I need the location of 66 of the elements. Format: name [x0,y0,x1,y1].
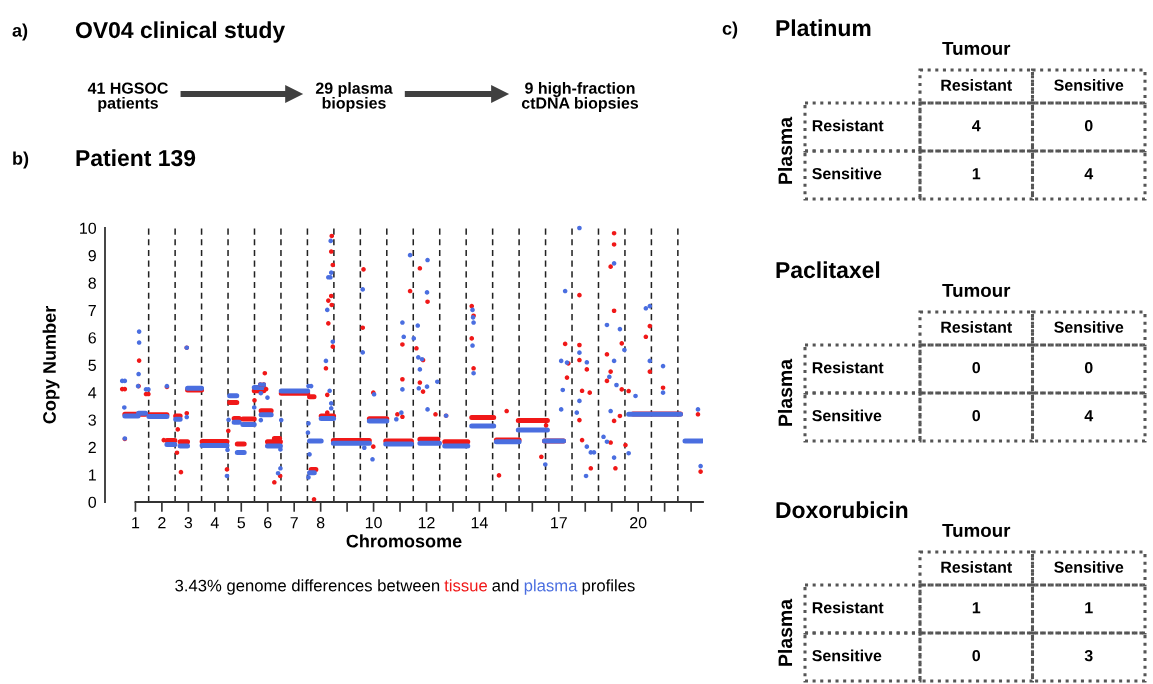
x-axis-title: Tumour [942,283,1011,298]
data-label: 0 [1084,361,1093,374]
y-tick-label: Resistant [812,361,884,374]
y-tick-label: 3 [88,414,96,426]
y-tick-label: 0 [88,496,97,508]
chart-title: Paclitaxel [776,261,880,279]
text: c) [722,21,738,39]
x-tick-label: 7 [290,517,298,529]
y-tick-label: 4 [88,387,97,399]
y-axis-title: Copy Number [42,306,60,424]
y-tick-label: 10 [80,222,97,234]
text: 41 HGSOC patients [87,82,168,112]
x-tick-label: 17 [551,517,567,529]
y-tick-label: Resistant [812,119,884,132]
x-axis-title: Chromosome [346,534,462,548]
data-label: 0 [972,649,981,662]
data-label: 0 [1084,119,1093,132]
y-tick-label: 5 [88,359,96,371]
data-label: 0 [972,361,981,374]
data-label: 0 [972,409,981,422]
x-tick-label: 5 [237,517,246,529]
text: plasma [524,579,578,595]
text: profiles [582,579,635,595]
x-tick-label: 3 [184,517,193,529]
text: tissue [444,579,487,592]
data-label: 1 [1085,602,1093,614]
text: 29 plasma biopsies [315,82,393,112]
text: b) [13,151,29,169]
text: OV04 clinical study [75,21,286,43]
text: 3.43% genome differences between [175,579,440,595]
y-tick-label: 6 [88,332,96,344]
x-tick-label: 20 [630,517,647,529]
data-label: 4 [1084,168,1094,180]
x-tick-label: 4 [210,517,219,529]
y-tick-label: 8 [88,277,96,289]
y-tick-label: Sensitive [812,167,882,180]
y-tick-label: Resistant [812,601,884,614]
text: a) [12,23,28,41]
chart-title: Patient 139 [76,149,196,167]
y-tick-label: 2 [88,441,96,453]
chart-title: Doxorubicin [776,501,908,519]
x-tick-label: 14 [471,517,488,529]
x-tick-label: 10 [365,517,382,529]
data-label: 3 [1084,649,1093,662]
x-axis-title: Tumour [942,523,1011,538]
x-tick-label: 12 [418,517,435,529]
chart-title: Platinum [776,19,871,37]
x-tick-label: 6 [264,517,272,529]
data-label: 4 [972,120,981,132]
y-axis-title: Plasma [777,358,793,426]
data-label: 1 [972,168,981,180]
y-axis-title: Plasma [777,598,793,666]
x-tick-label: 8 [316,517,325,529]
y-tick-label: 9 [88,250,96,262]
y-axis-title: Plasma [777,116,793,184]
data-label: 1 [972,602,981,614]
y-tick-label: Sensitive [812,649,882,662]
text: 9 high-fraction ctDNA biopsies [521,82,639,112]
text: and [492,579,519,592]
y-tick-label: 7 [88,305,96,316]
y-tick-label: 1 [89,469,96,481]
x-tick-label: 1 [132,517,140,529]
x-axis-title: Tumour [942,41,1011,56]
x-tick-label: 2 [158,517,166,529]
data-label: 4 [1084,410,1094,422]
y-tick-label: Sensitive [812,409,882,422]
